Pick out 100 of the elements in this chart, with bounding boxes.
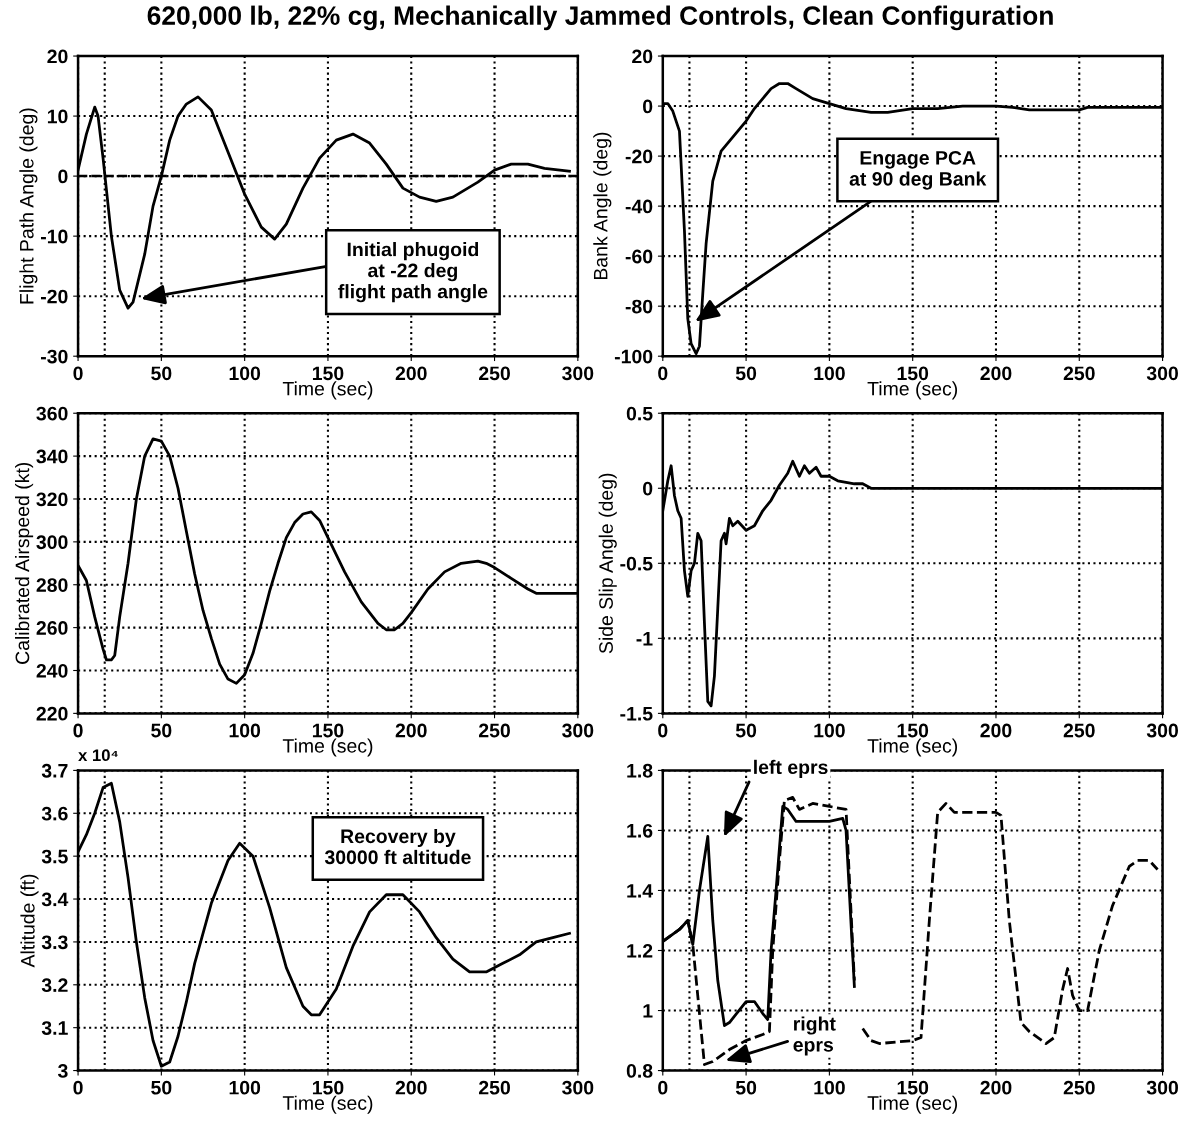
y-tick-label: 0 [643, 99, 653, 114]
y-tick-label: -10 [41, 229, 68, 244]
annotation: Recovery by 30000 ft altitude [324, 828, 471, 865]
x-tick-label: 300 [562, 366, 594, 381]
y-tick-label: 3.2 [41, 978, 68, 993]
y-tick-label: 20 [632, 49, 653, 64]
x-tick-label: 150 [312, 366, 344, 381]
y-tick-label: -40 [625, 199, 653, 214]
y-tick-label: 3.1 [41, 1021, 68, 1035]
x-tick-label: 100 [814, 1080, 845, 1095]
y-axis-title: Altitude (ft) [20, 874, 39, 968]
y-axis-title: Flight Path Angle (deg) [19, 108, 38, 304]
y-tick-label: 3 [57, 1064, 68, 1078]
x-axis-title: Time (sec) [867, 738, 958, 757]
x-tick-label: 0 [73, 1080, 83, 1095]
x-axis-title: Time (sec) [282, 1095, 373, 1114]
x-tick-label: 50 [151, 366, 172, 381]
y-tick-label: -20 [41, 289, 68, 304]
y-tick-label: 20 [47, 49, 68, 64]
y-tick-label: 1 [643, 1004, 653, 1018]
x-tick-label: 100 [814, 366, 845, 381]
annotation: Initial phugoid at -22 deg flight path angle [338, 242, 488, 303]
y-tick-label: 3.7 [41, 763, 68, 778]
x-tick-label: 200 [980, 366, 1012, 381]
x-axis-title: Time (sec) [867, 381, 958, 400]
y-tick-label: 1.2 [627, 943, 653, 958]
x-tick-label: 250 [1063, 366, 1095, 381]
y-tick-label: -0.5 [620, 556, 653, 571]
y-tick-label: -1 [636, 632, 653, 646]
y-tick-label: 360 [36, 406, 68, 421]
x-tick-label: 200 [395, 1080, 427, 1095]
x-tick-label: 150 [897, 723, 929, 738]
y-tick-label: 0.8 [626, 1064, 653, 1078]
y-tick-label: -60 [625, 249, 653, 264]
x-tick-label: 0 [658, 723, 668, 738]
x-tick-label: 50 [151, 723, 172, 738]
y-tick-label: 0 [643, 481, 653, 496]
x-tick-label: 300 [562, 1080, 594, 1095]
y-tick-label: -100 [614, 349, 653, 364]
y-tick-label: 340 [36, 449, 68, 464]
x-tick-label: 100 [229, 1080, 261, 1095]
x-tick-label: 150 [897, 366, 929, 381]
x-tick-label: 150 [312, 1080, 344, 1095]
x-axis-title: Time (sec) [867, 1095, 958, 1114]
text: x 10⁴ [78, 749, 118, 762]
y-tick-label: -1.5 [620, 707, 653, 721]
y-tick-label: -30 [41, 349, 68, 364]
x-tick-label: 250 [479, 366, 510, 381]
y-tick-label: 1.6 [627, 823, 653, 838]
x-tick-label: 300 [1146, 723, 1178, 738]
y-tick-label: 3.4 [41, 892, 69, 907]
x-tick-label: 300 [1146, 1080, 1178, 1095]
x-tick-label: 200 [980, 723, 1012, 738]
x-tick-label: 250 [479, 1080, 510, 1095]
chart-title: 620,000 lb, 22% cg, Mechanically Jammed Controls, Clean Configuration [147, 5, 1053, 31]
y-tick-label: 1.8 [627, 763, 653, 778]
y-axis-title: Calibrated Airspeed (kt) [15, 462, 34, 664]
x-axis-title: Time (sec) [282, 381, 373, 400]
x-tick-label: 250 [479, 723, 510, 738]
x-tick-label: 100 [814, 723, 845, 738]
y-tick-label: 1.4 [627, 884, 653, 898]
x-axis-title: Time (sec) [282, 738, 373, 757]
y-tick-label: 3.6 [41, 806, 68, 821]
y-axis-title: Bank Angle (deg) [593, 132, 612, 280]
y-tick-label: 220 [36, 706, 68, 721]
x-tick-label: 0 [658, 366, 668, 381]
y-tick-label: 320 [36, 492, 68, 507]
x-tick-label: 300 [1146, 366, 1178, 381]
y-tick-label: 10 [47, 109, 68, 124]
x-tick-label: 300 [562, 723, 594, 738]
x-tick-label: 0 [73, 723, 83, 738]
x-tick-label: 250 [1063, 1080, 1095, 1095]
x-tick-label: 150 [312, 723, 344, 738]
y-tick-label: 300 [36, 535, 68, 550]
y-tick-label: 260 [36, 621, 68, 635]
x-tick-label: 250 [1063, 723, 1095, 738]
annotation: left eprs [754, 759, 828, 778]
y-tick-label: 3.5 [41, 849, 68, 864]
x-tick-label: 50 [151, 1080, 172, 1095]
x-tick-label: 50 [735, 1080, 757, 1095]
annotation: Engage PCA at 90 deg Bank [849, 150, 987, 190]
x-tick-label: 0 [658, 1080, 668, 1095]
x-tick-label: 50 [735, 366, 757, 381]
y-tick-label: -20 [625, 149, 653, 164]
y-tick-label: 0.5 [626, 406, 653, 421]
x-tick-label: 200 [980, 1080, 1012, 1095]
y-tick-label: 240 [36, 663, 68, 678]
annotation: right eprs [793, 1016, 836, 1056]
y-tick-label: 3.3 [41, 935, 68, 950]
x-tick-label: 0 [73, 366, 83, 381]
y-tick-label: 0 [58, 169, 68, 184]
x-tick-label: 150 [897, 1080, 929, 1095]
y-axis-title: Side Slip Angle (deg) [598, 473, 617, 654]
x-tick-label: 200 [395, 723, 427, 738]
x-tick-label: 200 [395, 366, 427, 381]
x-tick-label: 100 [229, 366, 261, 381]
x-tick-label: 100 [229, 723, 261, 738]
y-tick-label: 280 [36, 578, 68, 592]
x-tick-label: 50 [735, 723, 757, 738]
y-tick-label: -80 [625, 299, 653, 314]
